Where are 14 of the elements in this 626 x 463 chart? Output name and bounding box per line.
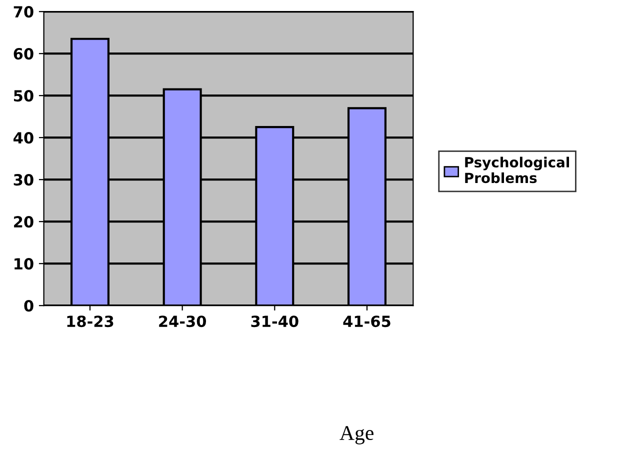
x-tick-label: 18-23 [67,316,114,328]
y-tick-label: 20 [14,216,34,228]
legend-label: Psychological Problems [465,156,570,184]
y-tick-label: 0 [24,300,34,312]
x-tick-label: 41-65 [343,316,390,328]
y-tick-label: 70 [14,6,34,18]
y-tick-label: 60 [14,48,34,60]
y-tick-label: 10 [14,258,34,270]
y-tick-label: 30 [14,174,34,186]
y-tick-label: 50 [14,90,34,102]
x-tick-label: 31-40 [251,316,298,328]
x-axis-title: Age [340,426,374,444]
x-tick-label: 24-30 [159,316,206,328]
y-tick-label: 40 [14,132,34,144]
